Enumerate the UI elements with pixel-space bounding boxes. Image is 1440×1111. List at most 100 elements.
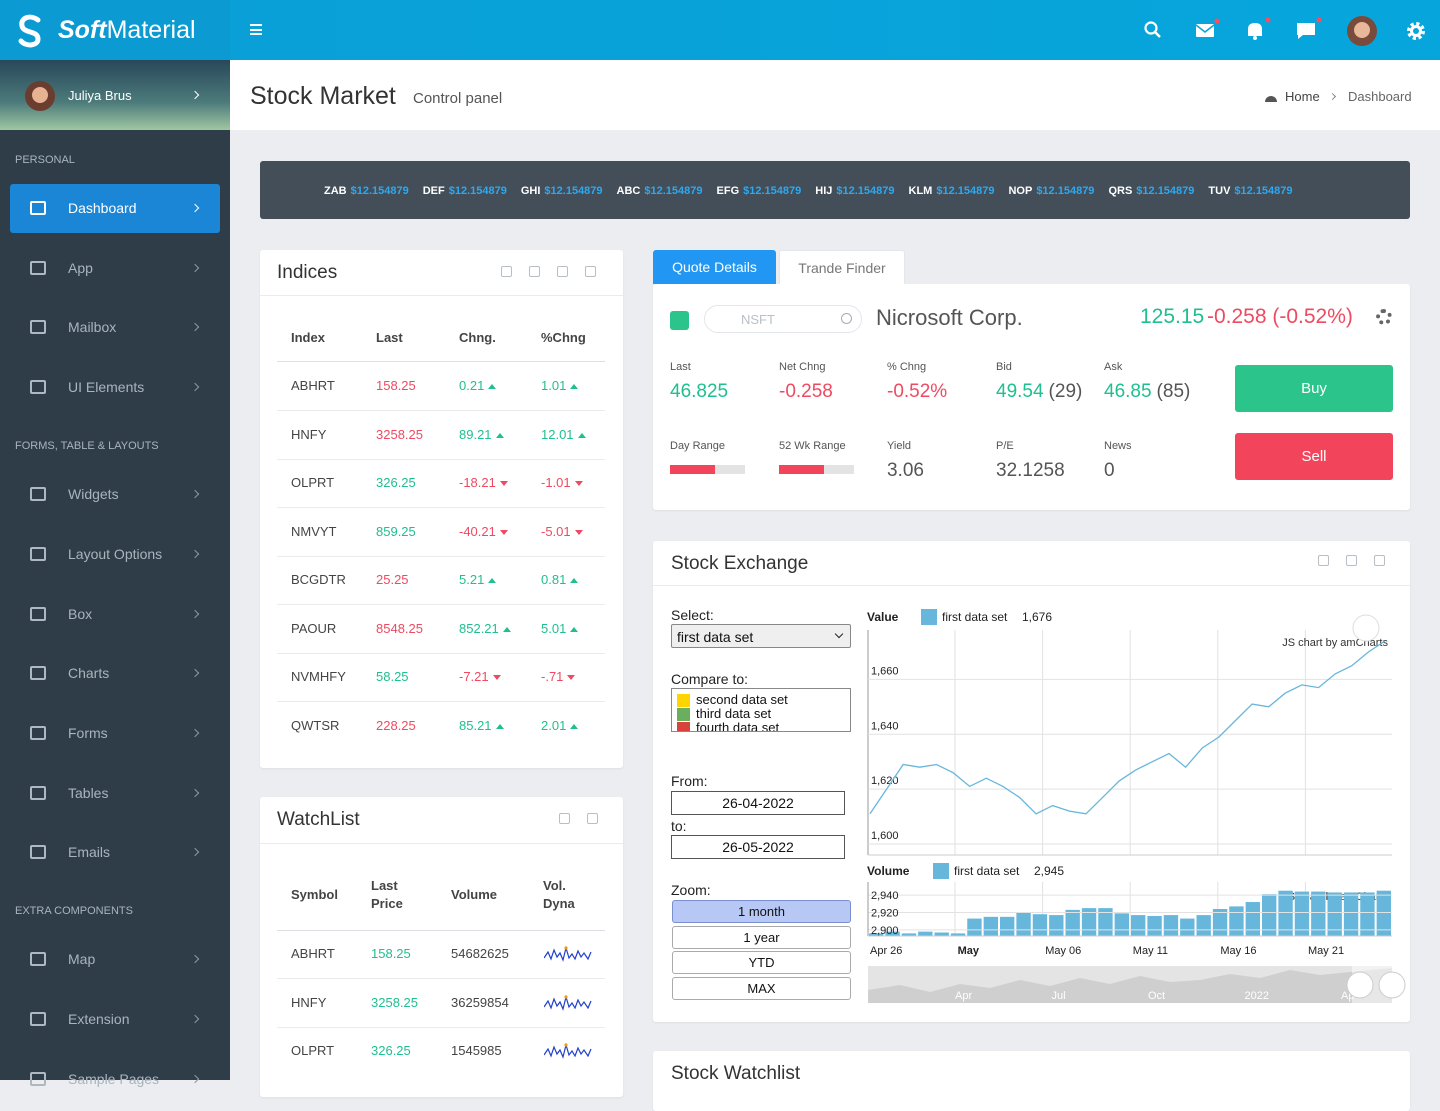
tab-active[interactable]: Quote Details bbox=[653, 250, 776, 284]
sell-button[interactable]: Sell bbox=[1235, 433, 1393, 480]
table-cell[interactable]: -.71 bbox=[541, 669, 576, 684]
table-cell[interactable]: 326.25 bbox=[371, 1043, 411, 1058]
ticker-item[interactable]: ZAB $12.154879 bbox=[324, 185, 409, 197]
sidebar-heading: PERSONAL bbox=[15, 154, 75, 166]
table-cell[interactable]: 3258.25 bbox=[376, 426, 423, 442]
menu-item[interactable]: UI Elements bbox=[68, 379, 145, 396]
watchlist-card bbox=[260, 797, 623, 1097]
table-cell[interactable]: HNFY bbox=[291, 994, 327, 1010]
compare-item[interactable]: second data set bbox=[696, 692, 788, 707]
table-cell[interactable]: 5.21 bbox=[459, 572, 497, 587]
table-cell[interactable]: 54682625 bbox=[451, 946, 509, 961]
table-cell[interactable]: 5.01 bbox=[541, 621, 579, 636]
select[interactable]: first data set bbox=[671, 624, 851, 648]
ticker-item[interactable]: GHI $12.154879 bbox=[521, 185, 603, 197]
zoom-button[interactable]: MAX bbox=[672, 977, 851, 1000]
table-cell[interactable]: 158.25 bbox=[371, 946, 411, 961]
ticker-item[interactable]: TUV $12.154879 bbox=[1208, 185, 1292, 197]
table-cell[interactable]: 158.25 bbox=[376, 378, 416, 393]
breadcrumb-home[interactable]: Home bbox=[1285, 89, 1320, 104]
table-cell[interactable]: 12.01 bbox=[541, 427, 586, 442]
table-cell[interactable]: -5.01 bbox=[541, 524, 583, 539]
card-tool bbox=[557, 266, 568, 277]
zoom-button[interactable]: 1 month bbox=[672, 900, 851, 923]
table-cell[interactable]: 228.25 bbox=[376, 717, 416, 733]
ticker-item[interactable]: HIJ $12.154879 bbox=[815, 185, 894, 197]
table-cell[interactable]: 1545985 bbox=[451, 1043, 502, 1058]
zoom-button[interactable]: YTD bbox=[672, 951, 851, 974]
table-cell[interactable]: 85.21 bbox=[459, 718, 504, 733]
buy-button[interactable]: Buy bbox=[1235, 365, 1393, 412]
menu-icon bbox=[30, 1071, 46, 1086]
ticker-item[interactable]: DEF $12.154879 bbox=[423, 185, 507, 197]
table-cell[interactable]: 89.21 bbox=[459, 427, 504, 442]
menu-item[interactable]: Map bbox=[68, 951, 96, 968]
ticker-price: $12.154879 bbox=[448, 185, 507, 197]
zoom-button[interactable]: 1 year bbox=[672, 926, 851, 949]
ticker-item[interactable]: ABC $12.154879 bbox=[617, 185, 703, 197]
table-cell[interactable]: -1.01 bbox=[541, 475, 583, 490]
table-cell[interactable]: 2.01 bbox=[541, 718, 579, 733]
menu-toggle[interactable] bbox=[250, 24, 262, 35]
select-value[interactable]: first data set bbox=[677, 629, 754, 645]
menu-item[interactable]: Forms bbox=[68, 724, 108, 741]
table-cell[interactable]: HNFY bbox=[291, 426, 327, 442]
table-cell[interactable]: PAOUR bbox=[291, 620, 337, 636]
chat-icon[interactable] bbox=[1297, 17, 1322, 40]
table-cell[interactable]: -18.21 bbox=[459, 475, 508, 490]
avatar[interactable] bbox=[1347, 16, 1377, 46]
tab[interactable]: Trande Finder bbox=[779, 250, 905, 284]
menu-item[interactable]: Dashboard bbox=[68, 200, 137, 216]
menu-item[interactable]: Layout Options bbox=[68, 545, 163, 562]
date-input[interactable]: 26-04-2022 bbox=[671, 791, 845, 815]
table-cell[interactable]: 58.25 bbox=[376, 669, 409, 684]
search-input[interactable]: NSFT bbox=[704, 305, 862, 333]
menu-item[interactable]: Tables bbox=[68, 784, 109, 801]
page-header bbox=[230, 60, 1440, 130]
date-input[interactable]: 26-05-2022 bbox=[671, 835, 845, 859]
menu-item[interactable]: Box bbox=[68, 605, 93, 622]
table-cell[interactable]: 859.25 bbox=[376, 523, 416, 539]
ticker-item[interactable]: QRS $12.154879 bbox=[1108, 185, 1194, 197]
menu-item[interactable]: Charts bbox=[68, 665, 110, 682]
table-cell[interactable]: BCGDTR bbox=[291, 572, 346, 587]
table-cell[interactable]: 326.25 bbox=[376, 475, 416, 490]
table-cell[interactable]: 25.25 bbox=[376, 572, 409, 587]
table-cell[interactable]: NMVYT bbox=[291, 523, 337, 539]
mail-icon[interactable] bbox=[1195, 18, 1220, 38]
settings-icon[interactable] bbox=[1407, 22, 1425, 40]
menu-icon bbox=[30, 725, 46, 740]
menu-item[interactable]: Mailbox bbox=[68, 319, 117, 336]
table-cell[interactable]: OLPRT bbox=[291, 1043, 335, 1058]
menu-item[interactable]: App bbox=[68, 259, 93, 276]
table-cell[interactable]: 8548.25 bbox=[376, 620, 423, 636]
range-bar bbox=[779, 465, 854, 474]
table-cell[interactable]: 0.81 bbox=[541, 572, 579, 587]
table-cell[interactable]: 1.01 bbox=[541, 378, 579, 393]
compare-item[interactable]: third data set bbox=[696, 706, 772, 721]
breadcrumb-current: Dashboard bbox=[1348, 89, 1412, 104]
compare-item[interactable]: fourth data set bbox=[696, 720, 780, 732]
table-cell[interactable]: ABHRT bbox=[291, 378, 335, 393]
table-cell[interactable]: OLPRT bbox=[291, 475, 335, 490]
menu-item[interactable]: Emails bbox=[68, 844, 111, 861]
select-arrow[interactable] bbox=[834, 629, 844, 639]
ticker-item[interactable]: EFG $12.154879 bbox=[717, 185, 802, 197]
bell-icon[interactable] bbox=[1248, 17, 1271, 41]
table-cell[interactable]: 3258.25 bbox=[371, 994, 418, 1010]
table-cell[interactable]: 852.21 bbox=[459, 621, 511, 636]
menu-item[interactable]: Widgets bbox=[68, 486, 119, 503]
stat-value: -0.258 bbox=[779, 381, 833, 402]
ticker-item[interactable]: NOP $12.154879 bbox=[1008, 185, 1094, 197]
search-icon[interactable] bbox=[1144, 21, 1161, 38]
table-cell[interactable]: -7.21 bbox=[459, 669, 501, 684]
table-cell[interactable]: NVMHFY bbox=[291, 669, 346, 684]
menu-item[interactable]: Sample Pages bbox=[68, 1070, 160, 1087]
table-cell[interactable]: QWTSR bbox=[291, 717, 340, 733]
table-cell[interactable]: ABHRT bbox=[291, 946, 335, 961]
table-cell[interactable]: 0.21 bbox=[459, 378, 497, 393]
menu-item[interactable]: Extension bbox=[68, 1011, 130, 1027]
table-cell[interactable]: 36259854 bbox=[451, 994, 509, 1010]
table-cell[interactable]: -40.21 bbox=[459, 524, 508, 539]
ticker-item[interactable]: KLM $12.154879 bbox=[909, 185, 995, 197]
